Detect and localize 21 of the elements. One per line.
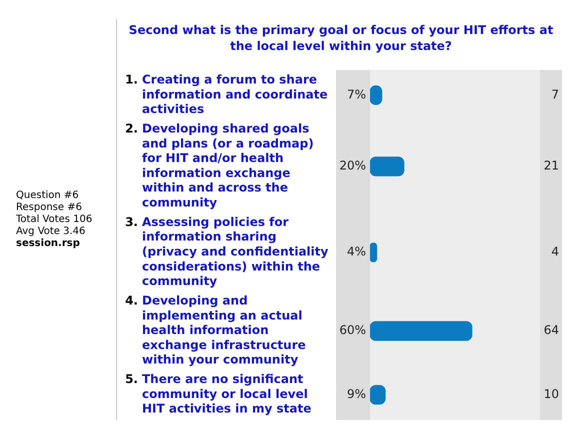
y-tick-label: 5. There are no significant community or local level HIT activities in my state xyxy=(125,372,312,416)
data-label: 20% xyxy=(339,158,366,173)
y-tick-label: 3. Assessing policies for information sharing (privacy and confidentiality considerations) within the community xyxy=(125,214,329,288)
text: 7 xyxy=(551,87,559,102)
data-label: 4% xyxy=(346,244,366,259)
text: session.rsp xyxy=(16,238,81,250)
text: Total Votes 106 xyxy=(16,214,92,226)
data-label: 7% xyxy=(346,87,366,102)
text: 4 xyxy=(551,244,559,259)
y-tick-label: 2. Developing shared goals and plans (or a roadmap) for HIT and/or health information exchange within and across the community xyxy=(125,122,314,210)
text: Avg Vote 3.46 xyxy=(16,226,86,238)
chart-title: Second what is the primary goal or focus of your HIT efforts at the local level within your state? xyxy=(128,22,554,54)
text: 10 xyxy=(544,386,559,401)
data-label: 60% xyxy=(339,323,366,338)
text: Response #6 xyxy=(16,202,83,214)
text: 64 xyxy=(544,323,559,338)
y-tick-label: 4. Developing and implementing an actual health information exchange infrastructure within your community xyxy=(125,294,306,367)
data-label: 9% xyxy=(346,386,366,401)
text: 21 xyxy=(544,158,559,173)
text: Question #6 xyxy=(16,190,80,202)
y-tick-label: 1. Creating a forum to share information and coordinate activities xyxy=(125,72,328,116)
